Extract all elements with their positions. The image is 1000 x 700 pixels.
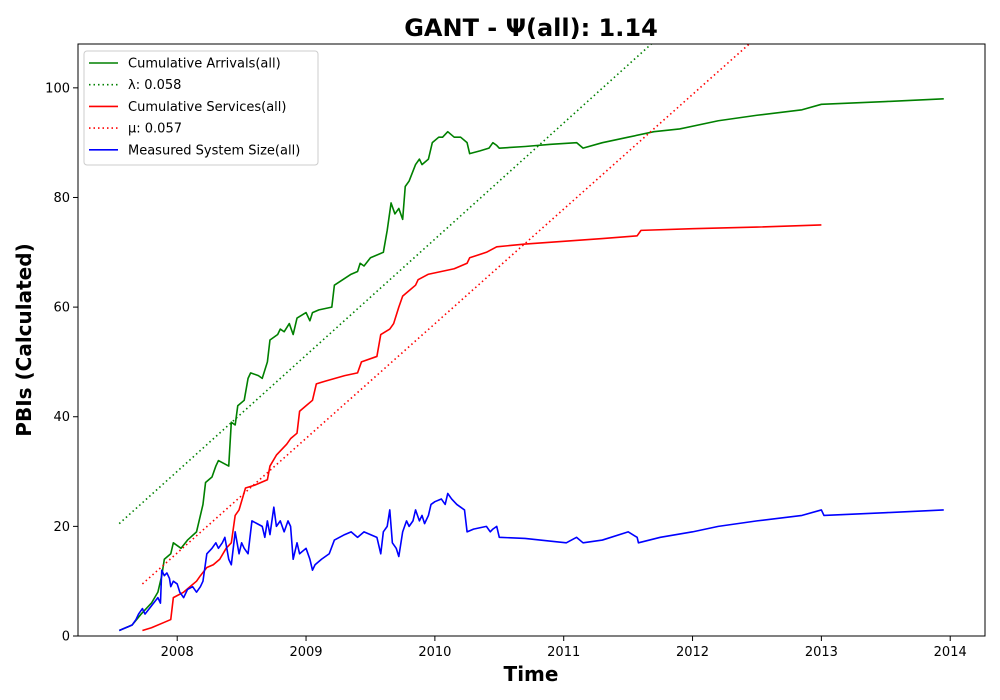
legend-box xyxy=(83,50,319,166)
plot-lines xyxy=(118,44,944,632)
y-axis-ticks: 0 20 40 60 80 100 xyxy=(45,81,78,645)
y-tick-label: 20 xyxy=(53,520,70,535)
x-tick-label: 2008 xyxy=(161,645,194,660)
legend-label: μ: 0.057 xyxy=(128,122,182,137)
y-tick-label: 100 xyxy=(45,81,70,96)
x-axis-title: Time xyxy=(504,662,559,686)
legend-label: λ: 0.058 xyxy=(128,78,181,93)
x-tick-label: 2009 xyxy=(289,645,322,660)
y-tick-label: 0 xyxy=(62,630,70,645)
plot-frame xyxy=(77,43,986,637)
y-axis-title: PBIs (Calculated) xyxy=(12,243,36,436)
x-tick-label: 2014 xyxy=(934,645,967,660)
series-line-0 xyxy=(118,98,944,632)
legend-label: Cumulative Services(all) xyxy=(128,100,286,115)
series-line-3 xyxy=(141,44,750,585)
series-line-2 xyxy=(142,224,822,632)
x-tick-label: 2012 xyxy=(676,645,709,660)
y-tick-label: 40 xyxy=(53,410,70,425)
x-axis-ticks: 2008 2009 2010 2011 2012 2013 2014 xyxy=(161,636,967,660)
x-tick-label: 2011 xyxy=(547,645,580,660)
y-tick-label: 60 xyxy=(53,301,70,316)
legend: Cumulative Arrivals(all) λ: 0.058 Cumulati… xyxy=(83,50,319,166)
x-tick-label: 2013 xyxy=(805,645,838,660)
legend-label: Cumulative Arrivals(all) xyxy=(128,57,281,72)
x-tick-label: 2010 xyxy=(418,645,451,660)
series-line-4 xyxy=(118,492,944,632)
y-tick-label: 80 xyxy=(53,191,70,206)
legend-label: Measured System Size(all) xyxy=(128,143,300,158)
chart-title: GANT - Ψ(all): 1.14 xyxy=(404,14,658,42)
